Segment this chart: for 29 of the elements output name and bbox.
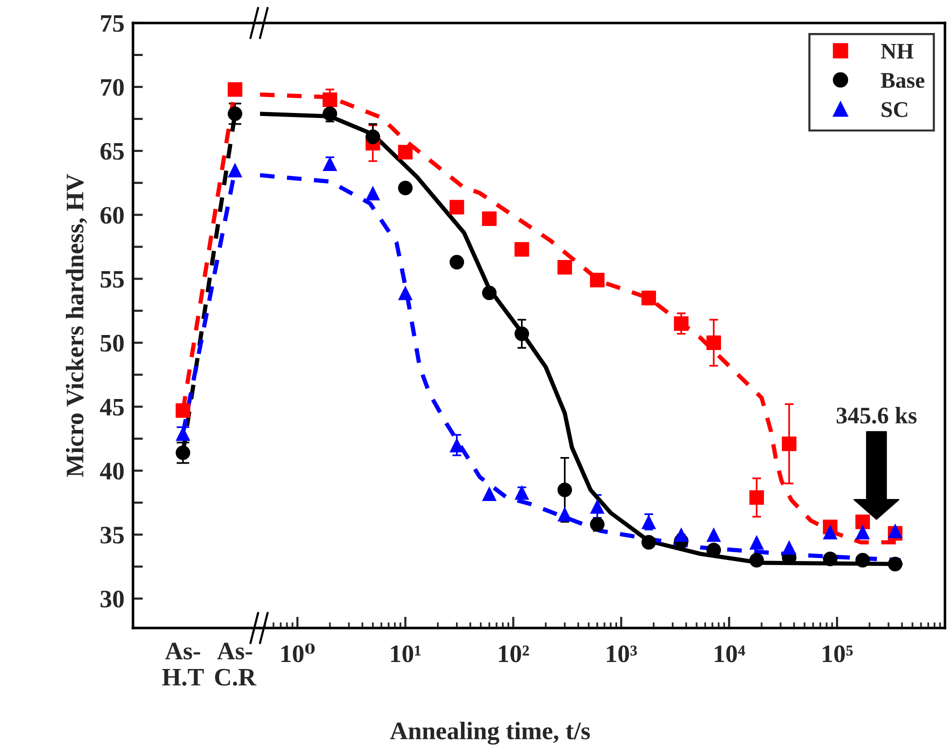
y-axis-title: Micro Vickers hardness, HV (66, 174, 88, 477)
y-tick-label: 50 (100, 334, 124, 352)
legend-label: NH (880, 44, 914, 59)
legend-label: Base (880, 73, 924, 88)
y-tick-label: 45 (100, 398, 124, 416)
point (228, 106, 242, 122)
y-tick-label: 35 (100, 526, 124, 544)
point (176, 445, 190, 460)
point (228, 82, 242, 97)
x-tick-label: 10⁵ (822, 645, 853, 662)
y-tick-label: 60 (100, 206, 124, 224)
y-tick-label: 75 (101, 15, 124, 32)
x-axis-title: Annealing time, t/s (390, 722, 590, 745)
y-tick-label: 30 (100, 590, 124, 608)
x-tick-label: As- H.T (162, 642, 204, 686)
y-tick-label: 65 (100, 143, 124, 160)
legend-label: SC (882, 102, 908, 118)
x-tick-label: 10³ (606, 645, 637, 662)
y-tick-label: 55 (100, 271, 124, 288)
y-tick-label: 70 (101, 78, 124, 96)
x-tick-label: 10⁴ (714, 645, 746, 662)
x-tick-label: As- C.R (215, 642, 256, 686)
y-tick-label: 40 (100, 462, 124, 480)
point (176, 403, 190, 418)
x-tick-label: 10⁰ (281, 643, 315, 662)
x-tick-label: 10² (499, 645, 529, 662)
annotation: 345.6 ks (836, 406, 917, 424)
point (228, 162, 242, 178)
x-tick-label: 10¹ (391, 645, 421, 662)
